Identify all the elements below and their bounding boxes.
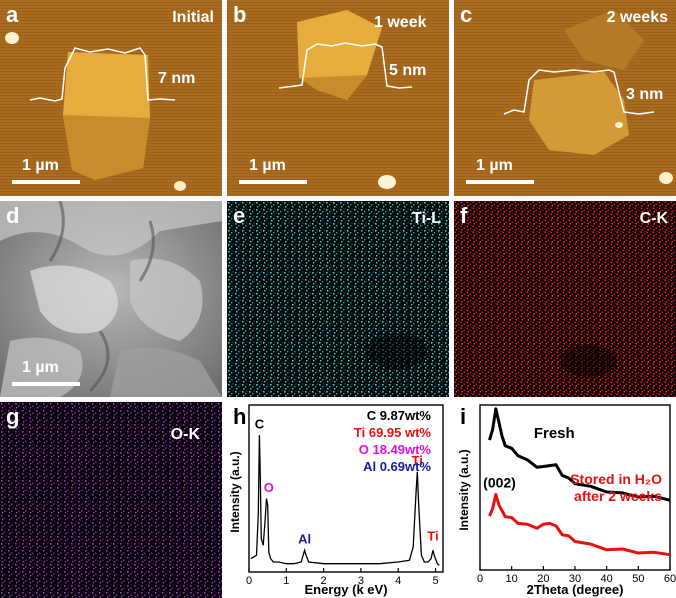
series-label-stored-line2: after 2 weeks xyxy=(574,488,662,504)
x-tick-label-h: 0 xyxy=(246,575,252,587)
composition-entry: Ti 69.95 wt% xyxy=(354,425,432,440)
c-dot-map xyxy=(454,201,676,397)
afm-panel-2-weeks: c 2 weeks 3 nm 1 µm xyxy=(454,0,676,196)
panel-label-a: a xyxy=(6,2,19,27)
eds-tag-o: O-K xyxy=(170,426,200,443)
xrd-chart: Intensity (a.u.) 2Theta (degree) 0 10 20 30… xyxy=(457,404,676,597)
x-tick-label-i: 40 xyxy=(601,573,613,585)
eds-map-ti: e Ti-L xyxy=(227,201,449,397)
x-tick-label-h: 2 xyxy=(321,575,327,587)
panel-label-e: e xyxy=(233,203,246,228)
xrd-panel: Intensity (a.u.) 2Theta (degree) 0 10 20 30… xyxy=(454,402,676,598)
series-label-fresh: Fresh xyxy=(534,425,575,442)
scale-bar-a xyxy=(12,180,80,184)
scale-label-d: 1 µm xyxy=(22,359,59,376)
eds-spectrum-chart: Intensity (a.u.) Energy (k eV) 0 1 2 3 4 5 C O… xyxy=(228,404,444,597)
x-tick-label-i: 20 xyxy=(537,573,549,585)
peak-label-h: Al xyxy=(298,532,311,547)
x-tick-label-h: 4 xyxy=(395,575,401,587)
peak-label-h: C xyxy=(255,416,265,431)
panel-label-f: f xyxy=(460,203,468,228)
x-tick-label-i: 50 xyxy=(632,573,644,585)
x-tick-label-i: 60 xyxy=(664,573,676,585)
eds-tag-c: C-K xyxy=(639,210,668,227)
panel-label-g: g xyxy=(6,404,20,429)
x-tick-label-i: 30 xyxy=(569,573,581,585)
x-tick-label-h: 5 xyxy=(432,575,438,587)
afm-tag-1-week: 1 week xyxy=(374,14,427,31)
afm-image-1-week xyxy=(227,0,449,196)
afm-image-2-weeks xyxy=(454,0,676,196)
panel-label-c: c xyxy=(460,2,473,27)
sem-panel: d 1 µm xyxy=(0,201,222,397)
peak-label-002: (002) xyxy=(483,475,516,491)
x-axis-label-h: Energy (k eV) xyxy=(304,582,387,597)
composition-entry: C 9.87wt% xyxy=(367,408,432,423)
peak-label-h: O xyxy=(264,480,274,495)
xrd-series-stored xyxy=(488,493,671,557)
eds-spectrum-line xyxy=(250,435,440,566)
afm-panel-1-week: b 1 week 5 nm 1 µm xyxy=(227,0,449,196)
x-axis-label-i: 2Theta (degree) xyxy=(527,582,624,597)
peak-label-h: Ti xyxy=(427,528,438,543)
height-label-a: 7 nm xyxy=(158,70,196,87)
x-tick-label-i: 10 xyxy=(506,573,518,585)
plot-frame-h xyxy=(248,404,444,573)
x-tick-label-h: 3 xyxy=(358,575,364,587)
scale-label-c: 1 µm xyxy=(476,157,513,174)
eds-spectrum-panel: Intensity (a.u.) Energy (k eV) 0 1 2 3 4 5 C O… xyxy=(227,402,449,598)
eds-map-c: f C-K xyxy=(454,201,676,397)
scale-label-a: 1 µm xyxy=(22,157,59,174)
afm-tag-2-weeks: 2 weeks xyxy=(606,9,668,26)
y-axis-label-i: Intensity (a.u.) xyxy=(457,449,471,530)
x-tick-label-h: 1 xyxy=(283,575,289,587)
scale-bar-c xyxy=(466,180,534,184)
composition-entry: O 18.49wt% xyxy=(359,442,432,457)
xrd-series-fresh xyxy=(488,407,671,502)
height-label-b: 5 nm xyxy=(389,62,427,79)
eds-tag-ti: Ti-L xyxy=(411,210,441,227)
peak-label-h: Ti xyxy=(412,453,423,468)
afm-image-initial xyxy=(0,0,222,196)
eds-map-o: g O-K xyxy=(0,402,222,598)
composition-entry: Al 0.69wt% xyxy=(363,459,431,474)
scale-label-b: 1 µm xyxy=(249,157,286,174)
afm-panel-initial: a Initial 7 nm 1 µm xyxy=(0,0,222,196)
y-axis-label-h: Intensity (a.u.) xyxy=(228,451,242,532)
panel-label-h: h xyxy=(233,404,247,429)
scale-bar-b xyxy=(239,180,307,184)
o-dot-map xyxy=(0,402,222,598)
panel-label-b: b xyxy=(233,2,247,27)
series-label-stored: Stored in H₂O xyxy=(570,471,662,487)
ti-dot-map xyxy=(227,201,449,397)
scale-bar-d xyxy=(12,382,80,386)
height-label-c: 3 nm xyxy=(626,86,664,103)
panel-label-i: i xyxy=(460,404,467,429)
x-tick-label-i: 0 xyxy=(477,573,483,585)
afm-tag-initial: Initial xyxy=(172,9,214,26)
panel-label-d: d xyxy=(6,203,20,228)
